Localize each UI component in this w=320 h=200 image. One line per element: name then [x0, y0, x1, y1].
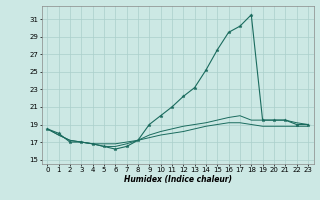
X-axis label: Humidex (Indice chaleur): Humidex (Indice chaleur) [124, 175, 232, 184]
